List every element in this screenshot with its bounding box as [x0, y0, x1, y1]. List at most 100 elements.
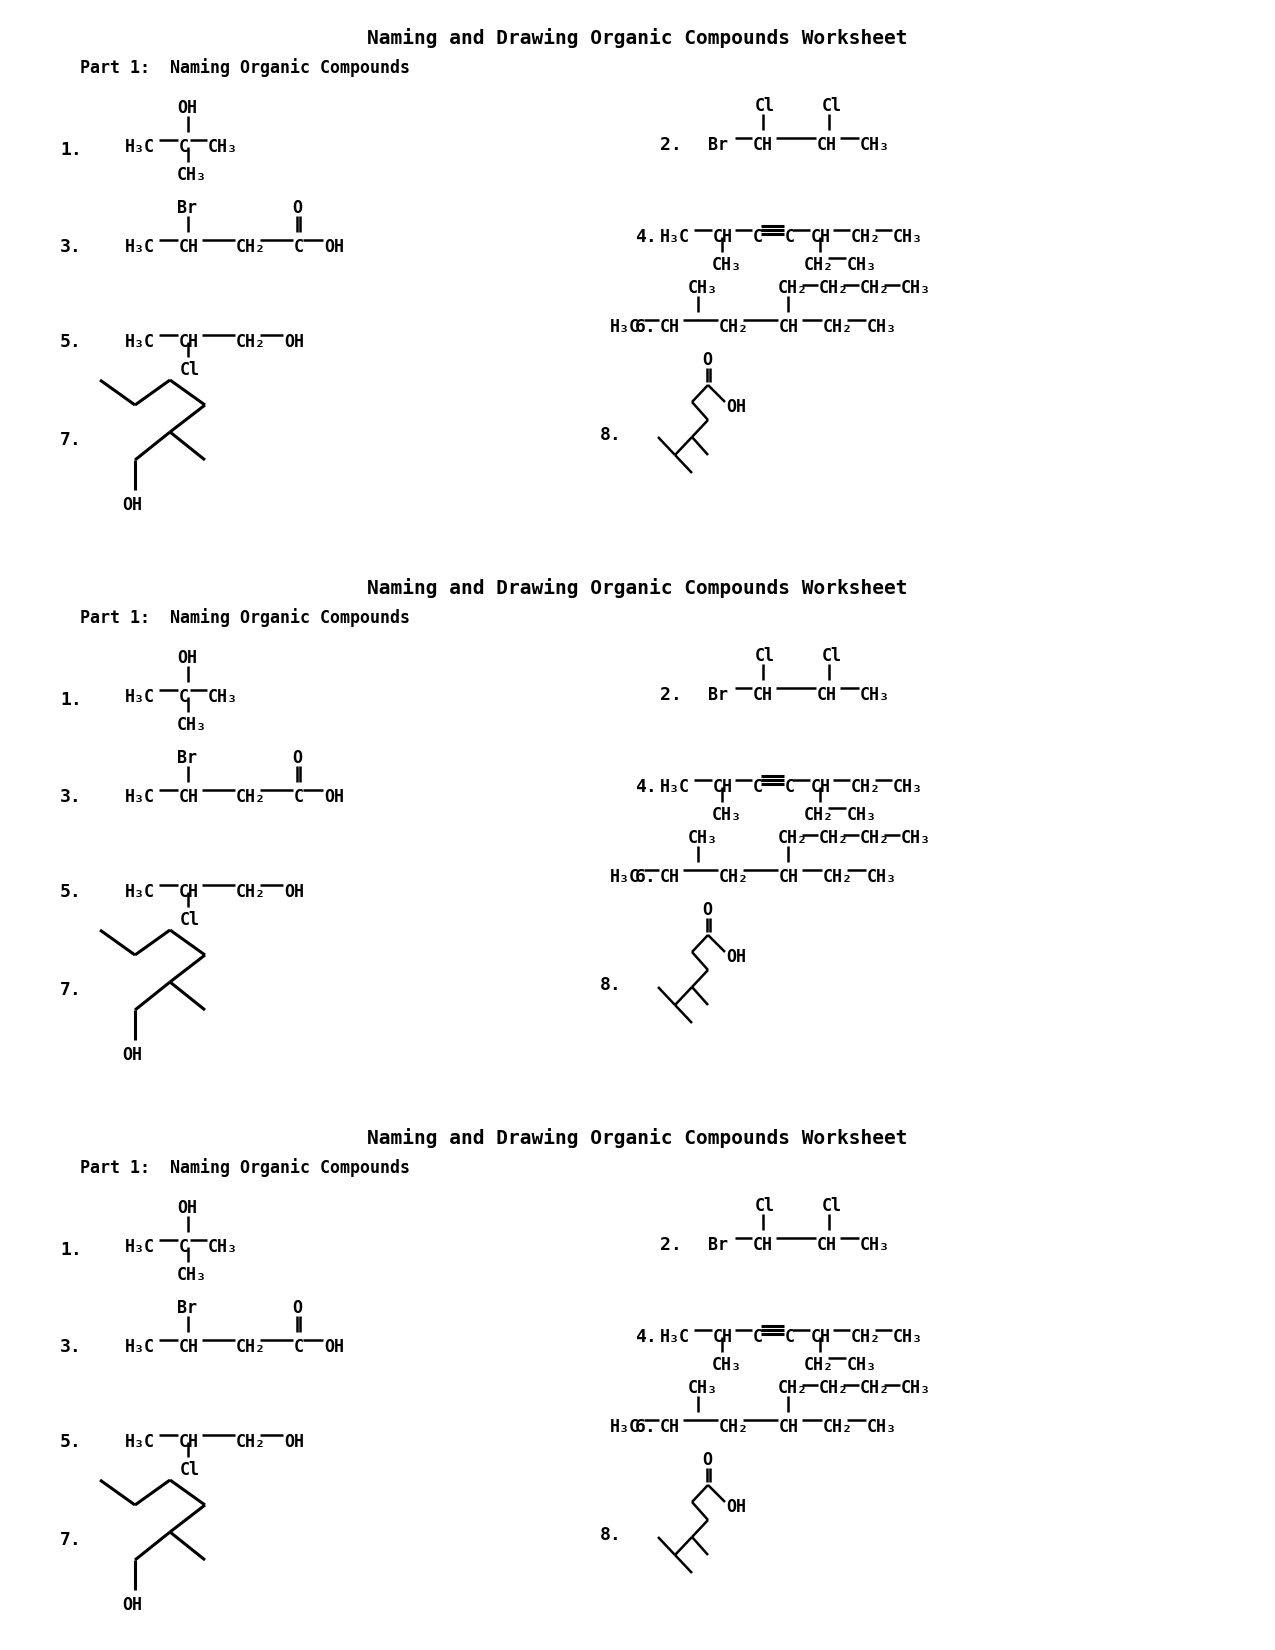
Text: O: O — [703, 901, 711, 919]
Text: C: C — [295, 789, 303, 805]
Text: 6.: 6. — [635, 318, 657, 337]
Text: C: C — [754, 779, 762, 795]
Text: CH₃: CH₃ — [867, 1417, 898, 1436]
Text: Part 1:  Naming Organic Compounds: Part 1: Naming Organic Compounds — [80, 58, 411, 78]
Text: OH: OH — [177, 99, 198, 117]
Text: Br: Br — [708, 686, 728, 705]
Text: O: O — [703, 351, 711, 370]
Text: CH₃: CH₃ — [208, 139, 238, 157]
Text: C: C — [295, 238, 303, 256]
Text: 8.: 8. — [601, 977, 622, 993]
Text: CH₂: CH₂ — [861, 828, 890, 846]
Text: OH: OH — [324, 1338, 344, 1356]
Text: CH₃: CH₃ — [711, 256, 742, 274]
Text: CH₂: CH₂ — [819, 828, 849, 846]
Text: CH₃: CH₃ — [177, 1266, 207, 1284]
Text: Br: Br — [177, 200, 198, 218]
Text: Cl: Cl — [755, 647, 775, 665]
Text: CH: CH — [179, 1338, 199, 1356]
Text: CH₃: CH₃ — [867, 868, 898, 886]
Text: OH: OH — [284, 883, 303, 901]
Text: C: C — [785, 228, 796, 246]
Text: CH: CH — [811, 779, 831, 795]
Text: OH: OH — [122, 497, 142, 515]
Text: 4.: 4. — [635, 779, 657, 795]
Text: CH₃: CH₃ — [901, 279, 931, 297]
Text: Cl: Cl — [822, 1196, 842, 1214]
Text: CH₂: CH₂ — [719, 868, 748, 886]
Text: CH₃: CH₃ — [847, 256, 877, 274]
Text: CH: CH — [779, 318, 799, 337]
Text: CH₂: CH₂ — [822, 318, 853, 337]
Text: CH: CH — [754, 1236, 773, 1254]
Text: Br: Br — [708, 1236, 728, 1254]
Text: 2.: 2. — [660, 686, 682, 705]
Text: 6.: 6. — [635, 1417, 657, 1436]
Text: OH: OH — [122, 1046, 142, 1064]
Text: CH: CH — [817, 135, 836, 153]
Text: H₃C: H₃C — [125, 789, 156, 805]
Text: Cl: Cl — [180, 911, 200, 929]
Text: CH₂: CH₂ — [236, 1338, 266, 1356]
Text: H₃C: H₃C — [125, 333, 156, 351]
Text: CH₃: CH₃ — [688, 828, 718, 846]
Text: C: C — [179, 688, 189, 706]
Text: OH: OH — [324, 789, 344, 805]
Text: H₃C: H₃C — [609, 318, 640, 337]
Text: CH₃: CH₃ — [901, 1379, 931, 1398]
Text: CH₃: CH₃ — [861, 686, 890, 705]
Text: 4.: 4. — [635, 1328, 657, 1346]
Text: H₃C: H₃C — [660, 779, 690, 795]
Text: CH₃: CH₃ — [867, 318, 898, 337]
Text: CH₂: CH₂ — [805, 1356, 834, 1374]
Text: C: C — [179, 1238, 189, 1256]
Text: CH: CH — [179, 1432, 199, 1450]
Text: CH: CH — [179, 333, 199, 351]
Text: CH: CH — [754, 135, 773, 153]
Text: CH: CH — [713, 1328, 733, 1346]
Text: CH₃: CH₃ — [208, 688, 238, 706]
Text: 1.: 1. — [60, 1241, 82, 1259]
Text: CH₂: CH₂ — [236, 883, 266, 901]
Text: H₃C: H₃C — [609, 868, 640, 886]
Text: CH₂: CH₂ — [861, 1379, 890, 1398]
Text: Naming and Drawing Organic Compounds Worksheet: Naming and Drawing Organic Compounds Wor… — [367, 1129, 908, 1148]
Text: Cl: Cl — [822, 97, 842, 116]
Text: Cl: Cl — [822, 647, 842, 665]
Text: CH₂: CH₂ — [850, 228, 881, 246]
Text: Part 1:  Naming Organic Compounds: Part 1: Naming Organic Compounds — [80, 609, 411, 627]
Text: H₃C: H₃C — [125, 1238, 156, 1256]
Text: CH₃: CH₃ — [177, 167, 207, 185]
Text: Naming and Drawing Organic Compounds Worksheet: Naming and Drawing Organic Compounds Wor… — [367, 578, 908, 597]
Text: 8.: 8. — [601, 1526, 622, 1544]
Text: 7.: 7. — [60, 982, 82, 998]
Text: CH: CH — [713, 228, 733, 246]
Text: CH₂: CH₂ — [850, 779, 881, 795]
Text: CH: CH — [817, 686, 836, 705]
Text: 7.: 7. — [60, 431, 82, 449]
Text: CH₃: CH₃ — [861, 135, 890, 153]
Text: 2.: 2. — [660, 135, 682, 153]
Text: C: C — [754, 228, 762, 246]
Text: CH₂: CH₂ — [805, 256, 834, 274]
Text: 3.: 3. — [60, 238, 82, 256]
Text: O: O — [292, 1299, 302, 1317]
Text: H₃C: H₃C — [660, 1328, 690, 1346]
Text: H₃C: H₃C — [125, 238, 156, 256]
Text: CH₃: CH₃ — [688, 279, 718, 297]
Text: 8.: 8. — [601, 426, 622, 444]
Text: CH₃: CH₃ — [711, 805, 742, 823]
Text: CH₃: CH₃ — [208, 1238, 238, 1256]
Text: CH₃: CH₃ — [711, 1356, 742, 1374]
Text: CH₂: CH₂ — [719, 318, 748, 337]
Text: OH: OH — [122, 1596, 142, 1614]
Text: CH₃: CH₃ — [892, 779, 923, 795]
Text: H₃C: H₃C — [125, 883, 156, 901]
Text: CH₂: CH₂ — [819, 279, 849, 297]
Text: H₃C: H₃C — [125, 1338, 156, 1356]
Text: CH₂: CH₂ — [236, 333, 266, 351]
Text: 5.: 5. — [60, 333, 82, 351]
Text: Br: Br — [177, 749, 198, 767]
Text: CH₃: CH₃ — [847, 1356, 877, 1374]
Text: 3.: 3. — [60, 789, 82, 805]
